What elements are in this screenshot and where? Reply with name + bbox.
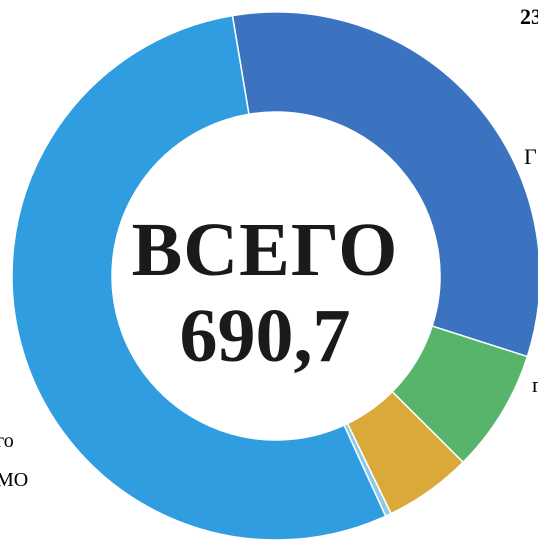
center-total-value: 690,7 xyxy=(179,294,351,378)
donut-slices xyxy=(11,11,538,540)
cropped-label-low-right: г xyxy=(532,372,538,397)
cropped-label-left-line1: го xyxy=(0,430,14,452)
donut-slice-5 xyxy=(11,14,387,540)
cropped-label-mid-right: Г xyxy=(524,144,537,169)
cropped-label-left-line2: МО xyxy=(0,469,29,491)
cropped-label-top-right: 23 xyxy=(520,4,538,29)
donut-slice-1 xyxy=(231,11,538,358)
center-label: ВСЕГО xyxy=(131,208,399,292)
